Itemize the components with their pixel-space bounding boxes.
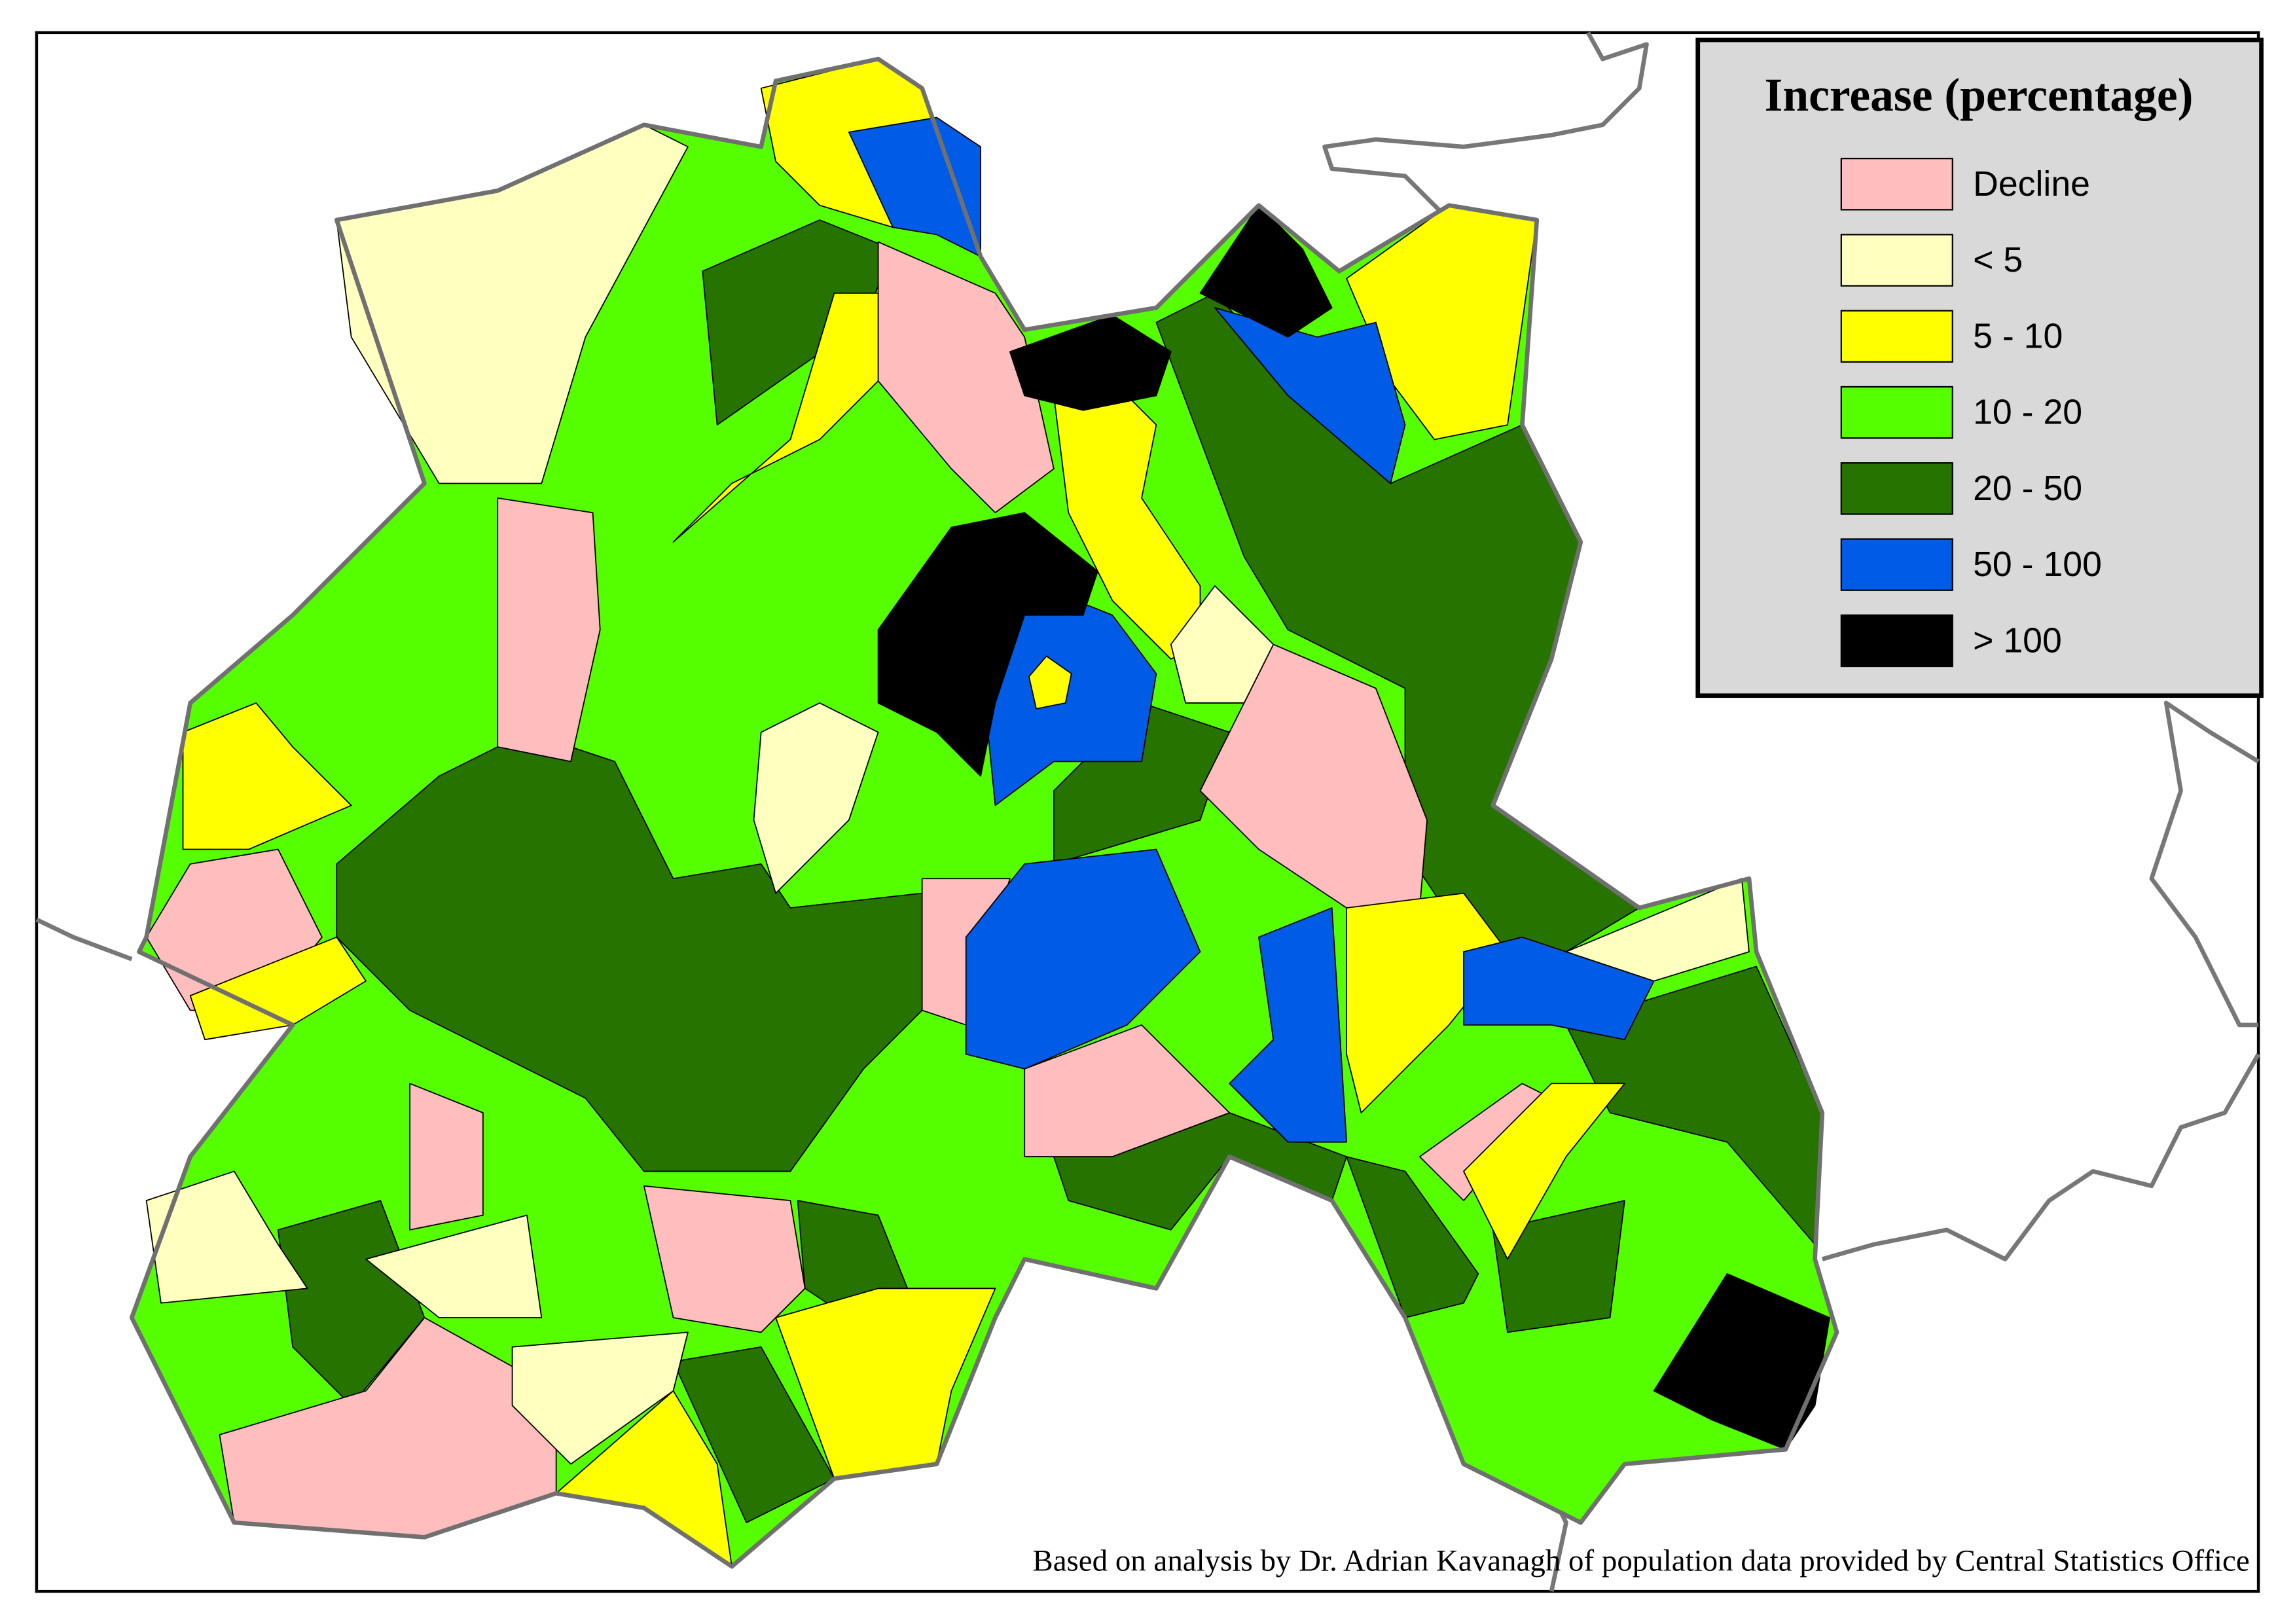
region (1199, 204, 1333, 338)
regions (129, 56, 1839, 1569)
region (1028, 655, 1072, 710)
region (365, 1214, 543, 1318)
legend-box (1695, 37, 2264, 698)
legend-swatch (1840, 234, 1953, 287)
region (409, 1083, 484, 1231)
region (643, 1185, 806, 1333)
legend-label: 20 - 50 (1973, 469, 2082, 508)
region (965, 848, 1201, 1070)
region (672, 292, 879, 543)
legend-swatch (1840, 158, 1953, 211)
border-line (2149, 700, 2260, 1028)
region (1170, 585, 1274, 704)
region (511, 1331, 689, 1465)
region (753, 702, 879, 894)
legend-label: 10 - 20 (1973, 393, 2082, 432)
legend-swatch (1840, 538, 1953, 591)
legend-swatch (1840, 386, 1953, 439)
legend: Increase (percentage) Decline < 5 5 - 10 10… (1695, 37, 2264, 698)
region (877, 241, 1055, 514)
border-line (1322, 31, 1649, 222)
region (1199, 643, 1428, 909)
legend-title: Increase (percentage) (1765, 69, 2194, 121)
legend-label: Decline (1973, 164, 2090, 204)
legend-label: 50 - 100 (1973, 545, 2102, 584)
region (1346, 1156, 1479, 1318)
county-outline (129, 56, 1839, 1569)
legend-label: < 5 (1973, 240, 2023, 280)
region (497, 497, 601, 763)
region (1463, 936, 1655, 1041)
legend-swatch (1840, 462, 1953, 515)
credit: Based on analysis by Dr. Adrian Kavanagh… (1032, 1543, 2249, 1578)
region (1214, 307, 1406, 484)
region (1492, 1200, 1625, 1333)
legend-label: > 100 (1973, 621, 2062, 660)
region (1024, 1024, 1231, 1157)
border-line (1821, 1053, 2261, 1261)
region (1653, 1273, 1830, 1451)
region (1229, 907, 1347, 1143)
region (877, 512, 1098, 777)
region (182, 702, 352, 850)
region (189, 936, 367, 1041)
border-line (35, 917, 133, 962)
region (1463, 1083, 1625, 1260)
region (1346, 892, 1508, 1113)
legend-swatch (1840, 614, 1953, 668)
region (1565, 878, 1750, 982)
region (277, 1200, 425, 1407)
legend-label: 5 - 10 (1973, 316, 2063, 355)
region (145, 1170, 308, 1304)
legend-swatch (1840, 310, 1953, 363)
